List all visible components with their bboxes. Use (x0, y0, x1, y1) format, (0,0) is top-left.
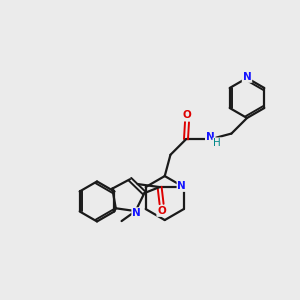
Text: O: O (183, 110, 191, 120)
Text: N: N (243, 72, 251, 82)
Text: O: O (157, 206, 166, 216)
Text: N: N (206, 132, 214, 142)
Text: N: N (132, 208, 141, 218)
Text: H: H (213, 138, 221, 148)
Text: N: N (177, 181, 186, 191)
